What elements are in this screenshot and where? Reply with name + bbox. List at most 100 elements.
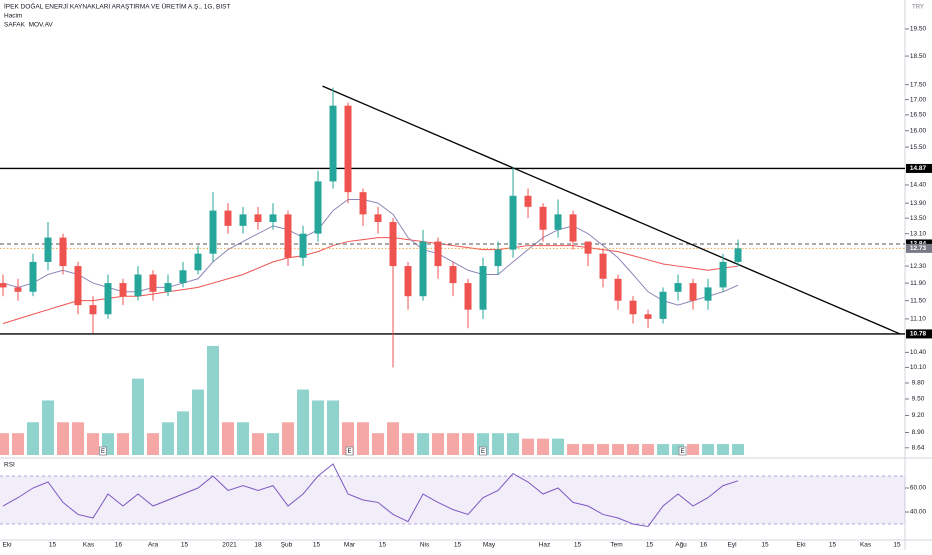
level-label: 10.78 <box>910 331 927 338</box>
candle-body <box>614 278 622 301</box>
candle-body <box>194 253 202 271</box>
candle-body <box>299 233 307 258</box>
chart-title: İPEK DOĞAL ENERJİ KAYNAKLARI ARAŞTIRMA V… <box>4 2 231 11</box>
volume-bar <box>177 411 190 455</box>
candle-body <box>179 270 187 284</box>
rsi-tick-label: 60.00 <box>910 485 927 492</box>
volume-bar <box>267 433 280 455</box>
earnings-label: E <box>348 449 352 455</box>
volume-bar <box>522 438 535 455</box>
y-tick-label: 17.00 <box>910 96 927 103</box>
candle-body <box>359 192 367 215</box>
candle-body <box>404 266 412 297</box>
volume-bar <box>582 444 595 455</box>
rsi-label: RSI <box>4 462 15 469</box>
volume-bar <box>237 422 250 455</box>
x-tick-label: Eyl <box>728 542 738 549</box>
x-tick-label: 15 <box>181 542 189 549</box>
volume-bar <box>672 444 685 455</box>
y-tick-label: 9.50 <box>912 396 925 403</box>
rsi-tick-label: 40.00 <box>910 509 927 516</box>
y-tick-label: 8.90 <box>912 429 925 436</box>
volume-bar <box>507 433 520 455</box>
candle-body <box>704 287 712 301</box>
volume-bar <box>387 422 400 455</box>
x-tick-label: 15 <box>49 542 57 549</box>
candle-body <box>644 314 652 319</box>
candle-body <box>29 261 37 292</box>
trendline <box>322 85 901 335</box>
volume-label: Hacim <box>4 13 22 20</box>
y-tick-label: 10.40 <box>910 349 927 356</box>
x-tick-label: Şub <box>281 542 293 549</box>
x-tick-label: Nis <box>420 542 430 549</box>
currency-label: TRY <box>912 5 924 11</box>
volume-bar <box>162 422 175 455</box>
x-tick-label: Eki <box>3 542 12 549</box>
candle-body <box>44 237 52 262</box>
candle-body <box>419 241 427 297</box>
candle-body <box>209 210 217 254</box>
earnings-box <box>345 446 354 456</box>
y-tick-label: 17.50 <box>910 81 927 88</box>
x-tick-label: 2021 <box>222 542 237 549</box>
x-tick-label: 15 <box>379 542 387 549</box>
candle-body <box>629 300 637 315</box>
candle-body <box>464 283 472 310</box>
level-label: 12.73 <box>910 245 927 252</box>
candle-body <box>104 283 112 315</box>
candle-body <box>344 105 352 193</box>
y-tick-label: 11.90 <box>910 280 926 287</box>
volume-bar <box>372 433 385 455</box>
y-tick-label: 11.50 <box>910 297 926 304</box>
candle-body <box>434 241 442 267</box>
volume-bar <box>627 444 640 455</box>
earnings-label: E <box>681 449 685 455</box>
volume-bar <box>357 422 370 455</box>
y-tick-label: 19.50 <box>910 26 927 33</box>
volume-bar <box>492 433 505 455</box>
volume-bar <box>717 444 730 455</box>
volume-bar <box>567 444 580 455</box>
volume-bar <box>207 345 220 455</box>
x-tick-label: Haz <box>539 542 551 549</box>
y-tick-label: 9.80 <box>912 380 925 387</box>
level-label-box <box>906 243 932 253</box>
volume-bar <box>147 433 160 455</box>
candle-body <box>254 214 262 222</box>
volume-bar <box>732 444 745 455</box>
candle-body <box>584 241 592 254</box>
volume-bar <box>132 378 145 455</box>
earnings-box <box>99 446 107 456</box>
volume-bar <box>297 389 310 455</box>
x-tick-label: 16 <box>115 542 123 549</box>
candle-body <box>689 283 697 301</box>
volume-bar <box>552 438 565 455</box>
level-label-box <box>906 329 932 339</box>
volume-bar <box>597 444 610 455</box>
x-tick-label: 15 <box>646 542 654 549</box>
y-tick-label: 16.50 <box>910 112 927 119</box>
x-tick-label: Kas <box>83 542 95 549</box>
volume-bar <box>282 422 295 455</box>
volume-bar <box>657 444 670 455</box>
y-tick-label: 14.40 <box>910 182 927 189</box>
candle-body <box>329 105 337 182</box>
candle-body <box>164 283 172 292</box>
volume-bar <box>87 433 100 455</box>
y-tick-label: 12.30 <box>910 263 927 270</box>
candle-body <box>389 221 397 267</box>
candle-body <box>224 210 232 226</box>
volume-bar <box>327 400 340 455</box>
level-label: 14.87 <box>910 165 927 172</box>
x-tick-label: Tem <box>610 542 622 549</box>
candle-body <box>119 283 127 297</box>
x-tick-label: Mar <box>344 542 356 549</box>
candle-body <box>554 214 562 230</box>
candle-body <box>74 266 82 306</box>
earnings-label: E <box>481 449 485 455</box>
y-tick-label: 18.50 <box>910 53 927 60</box>
x-tick-label: Ağu <box>675 542 687 549</box>
candle-body <box>14 287 22 292</box>
volume-bar <box>687 444 700 455</box>
